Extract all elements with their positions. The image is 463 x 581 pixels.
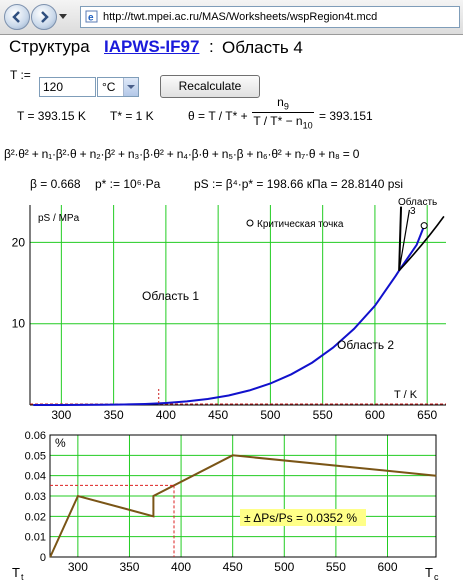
tt-label: T <box>12 565 20 580</box>
y-tick-label: 0 <box>40 552 46 564</box>
title-colon: : <box>209 37 214 56</box>
theta-num-sub: 9 <box>283 101 289 112</box>
y-tick-label: 0.01 <box>25 532 46 544</box>
page-title: Структура <box>9 37 90 56</box>
uncertainty-chart: 300 350 400 450 500 550 600 0 0.01 0.02 0.03 0.04 0.… <box>12 430 439 581</box>
plot-frame <box>49 434 437 558</box>
boundary-region1-3 <box>398 206 403 271</box>
forward-arrow-icon <box>41 11 49 23</box>
region-title: Область 4 <box>222 38 303 57</box>
boundary-region3-inner <box>398 209 411 271</box>
iapws-link[interactable]: IAPWS-IF97 <box>104 37 200 56</box>
x-axis-label: T / K <box>394 389 418 401</box>
x-tick-label: 550 <box>326 560 346 574</box>
x-tick-label: 550 <box>313 408 333 422</box>
x-tick-label: 500 <box>274 560 294 574</box>
theta-den-sub: 10 <box>302 120 313 131</box>
address-bar[interactable]: e http://twt.mpei.ac.ru/MAS/Worksheets/w… <box>80 6 460 28</box>
page-icon: e <box>85 10 98 23</box>
critical-legend-marker <box>246 219 254 227</box>
select-arrow-icon[interactable] <box>123 78 138 96</box>
t-result: T = 393.15 K <box>17 109 86 123</box>
recalculate-button[interactable]: Recalculate <box>160 75 260 98</box>
back-arrow-icon <box>12 11 20 23</box>
pstar-definition: p* := 10⁶·Pa <box>95 177 161 191</box>
y-tick-label: 20 <box>12 235 26 249</box>
ps-result: pS := β⁴·p* = 198.66 кПа = 28.8140 psi <box>194 177 404 191</box>
x-tick-label: 350 <box>119 560 139 574</box>
tstar-result: T* = 1 K <box>110 109 154 123</box>
temperature-input[interactable]: 120 <box>39 77 96 97</box>
theta-fraction: n9 T / T* − n10 <box>252 95 314 131</box>
tt-subscript: t <box>21 572 24 581</box>
region2-label: Область 2 <box>337 338 394 352</box>
back-button[interactable] <box>4 4 30 30</box>
svg-text:e: e <box>88 13 94 24</box>
forward-button[interactable] <box>31 4 57 30</box>
x-tick-label: 300 <box>68 560 88 574</box>
x-tick-label: 650 <box>417 408 437 422</box>
theta-numerator: n <box>277 95 284 109</box>
x-tick-label: 450 <box>208 408 228 422</box>
critical-point-marker <box>420 222 428 230</box>
x-tick-label: 400 <box>156 408 176 422</box>
theta-denominator: T / T* − n <box>253 114 303 129</box>
saturation-pressure-chart: 300 350 400 450 500 550 600 650 10 20 pS / MPa T / … <box>12 197 446 422</box>
region3-label: Область <box>398 197 437 208</box>
y-tick-label: 0.03 <box>25 491 46 503</box>
y-tick-label: 0.02 <box>25 511 46 523</box>
beta-result: β = 0.668 <box>30 177 81 191</box>
y-tick-label: 0.04 <box>25 471 46 483</box>
tc-label: T <box>425 565 433 580</box>
x-tick-label: 350 <box>104 408 124 422</box>
t-label: T := <box>10 68 31 82</box>
theta-left: θ = T / T* + <box>188 109 248 123</box>
region3-number: 3 <box>410 206 416 217</box>
annotation-box <box>240 509 366 526</box>
tc-subscript: c <box>434 572 439 581</box>
region1-label: Область 1 <box>142 289 199 303</box>
x-tick-label: 600 <box>365 408 385 422</box>
worksheet: Структура IAPWS-IF97 : Область 4 T := 12… <box>0 35 463 581</box>
y-axis-label: % <box>55 436 66 450</box>
y-tick-label: 10 <box>12 317 26 331</box>
uncertainty-curve <box>49 454 437 558</box>
boundary-region2-3 <box>398 215 445 272</box>
y-tick-label: 0.06 <box>25 430 46 442</box>
url-text[interactable]: http://twt.mpei.ac.ru/MAS/Worksheets/wsp… <box>103 11 378 23</box>
critical-point-label: Критическая точка <box>257 219 344 230</box>
unit-value: °C <box>102 80 116 94</box>
browser-toolbar: e http://twt.mpei.ac.ru/MAS/Worksheets/w… <box>0 0 463 35</box>
x-tick-label: 600 <box>377 560 397 574</box>
unit-select[interactable]: °C <box>97 77 139 97</box>
y-axis-label: pS / MPa <box>38 213 80 224</box>
x-tick-label: 450 <box>223 560 243 574</box>
uncertainty-annotation: ± ΔPs/Ps = 0.0352 % <box>244 511 357 525</box>
x-tick-label: 300 <box>51 408 71 422</box>
saturation-curve <box>33 225 426 406</box>
x-tick-label: 500 <box>260 408 280 422</box>
theta-result: = 393.151 <box>319 109 373 123</box>
beta-equation: β²·θ² + n₁·β²·θ + n₂·β² + n₃·β·θ² + n₄·β… <box>4 147 360 161</box>
history-dropdown-icon[interactable] <box>59 12 67 20</box>
y-tick-label: 0.05 <box>25 450 46 462</box>
x-tick-label: 400 <box>171 560 191 574</box>
